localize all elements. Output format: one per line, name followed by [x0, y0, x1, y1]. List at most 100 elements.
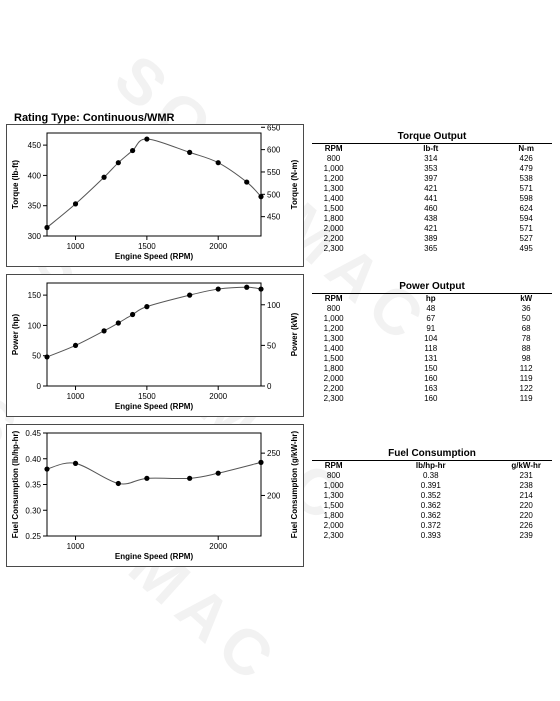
table-cell: 1,000: [323, 481, 344, 490]
table-cell: 1,200: [323, 174, 344, 183]
table-cell: 1,400: [323, 194, 344, 203]
y-right-tick-label: 50: [267, 341, 276, 350]
data-point: [215, 470, 221, 476]
table-cell: 2,300: [323, 394, 344, 403]
y-right-tick-label: 600: [267, 146, 281, 155]
fuel-chart-panel: 1000 2000 0.25 0.30 0.35 0.40 0.45 200 250 Engine…: [6, 424, 304, 567]
table-cell: 78: [521, 334, 531, 343]
table-cell: 0.362: [420, 501, 441, 510]
y-right-tick-label: 650: [267, 125, 281, 132]
table-row: 2,000 160 119: [312, 374, 552, 384]
table-cell: 150: [424, 364, 438, 373]
x-tick-label: 1500: [138, 242, 156, 251]
y-left-tick-label: 50: [32, 352, 41, 361]
table-cell: 122: [519, 384, 533, 393]
table-cell: 226: [519, 521, 533, 530]
data-point: [72, 460, 79, 466]
x-tick-label: 1000: [67, 242, 85, 251]
x-tick-label: 1500: [138, 392, 156, 401]
x-tick-label: 1000: [67, 392, 85, 401]
table-cell: 800: [326, 471, 341, 480]
torque-chart: 1000 1500 2000 300 350 400 450 450 500 550 600 650 E…: [11, 125, 299, 261]
table-row: 1,200 91 68: [312, 324, 552, 334]
y-left-tick-label: 0.25: [25, 532, 41, 541]
table-cell: 88: [521, 344, 531, 353]
column-header: N-m: [518, 144, 534, 153]
x-tick-label: 2000: [209, 392, 227, 401]
data-point: [144, 136, 150, 142]
series-line: [46, 138, 262, 228]
table-cell: 160: [424, 374, 438, 383]
table-cell: 1,000: [323, 314, 344, 323]
table-cell: 571: [519, 224, 533, 233]
table-row: 2,300 0.393 239: [312, 531, 552, 541]
table-row: 1,500 460 624: [312, 204, 552, 214]
y-right-tick-label: 200: [267, 491, 281, 500]
y-right-tick-label: 500: [267, 190, 281, 199]
x-tick-label: 1000: [67, 542, 85, 551]
x-tick-label: 2000: [209, 542, 227, 551]
table-row: 1,000 353 479: [312, 164, 552, 174]
table-cell: 800: [326, 154, 341, 163]
table-cell: 1,800: [323, 364, 344, 373]
y-right-tick-label: 0: [267, 382, 272, 391]
y-right-axis-label: Torque (N-m): [290, 159, 299, 209]
column-header: RPM: [324, 294, 343, 303]
table-row: 1,000 0.391 238: [312, 481, 552, 491]
table-cell: 1,200: [323, 324, 344, 333]
table-row: 1,500 131 98: [312, 354, 552, 364]
y-left-tick-label: 0.40: [25, 455, 41, 464]
table-cell: 421: [424, 224, 438, 233]
data-point: [115, 320, 121, 326]
data-point: [258, 194, 264, 200]
torque-output-table: Torque Output RPM lb-ft N-m 800 314 426 1,0…: [312, 131, 552, 254]
table-row: 800 0.38 231: [312, 471, 552, 481]
y-right-axis-label: Fuel Consumption (g/kW-hr): [290, 430, 299, 538]
data-point: [130, 311, 136, 318]
table-cell: 131: [424, 354, 438, 363]
y-left-tick-label: 0.45: [25, 429, 41, 438]
table-cell: 594: [519, 214, 533, 223]
table-cell: 1,300: [323, 491, 344, 500]
y-left-tick-label: 450: [28, 141, 42, 150]
table-cell: 67: [426, 314, 436, 323]
table-cell: 365: [424, 244, 438, 253]
table-cell: 1,400: [323, 344, 344, 353]
table-cell: 460: [424, 204, 438, 213]
table-cell: 118: [424, 344, 438, 353]
table-row: 2,000 421 571: [312, 224, 552, 234]
table-cell: 2,300: [323, 244, 344, 253]
table-cell: 239: [519, 531, 533, 540]
table-row: 1,200 397 538: [312, 174, 552, 184]
table-row: 1,800 438 594: [312, 214, 552, 224]
table-row: 1,400 441 598: [312, 194, 552, 204]
table-cell: 48: [426, 304, 436, 313]
data-point: [115, 160, 121, 166]
table-row: 1,300 104 78: [312, 334, 552, 344]
table-cell: 495: [519, 244, 533, 253]
column-header: lb-ft: [423, 144, 439, 153]
table-cell: 538: [519, 174, 533, 183]
table-cell: 238: [519, 481, 533, 490]
table-cell: 2,200: [323, 384, 344, 393]
y-left-tick-label: 0: [37, 382, 42, 391]
data-point: [101, 328, 107, 334]
table-cell: 91: [426, 324, 436, 333]
data-point: [244, 179, 250, 185]
plot-area: [46, 282, 262, 387]
y-left-tick-label: 0.30: [25, 506, 41, 515]
table-cell: 119: [519, 394, 533, 403]
data-point: [215, 160, 221, 166]
fuel-consumption-table: Fuel Consumption RPM lb/hp-hr g/kW-hr 80…: [312, 448, 552, 541]
table-cell: 389: [424, 234, 438, 243]
table-cell: 0.362: [420, 511, 441, 520]
y-left-tick-label: 300: [28, 232, 42, 241]
column-header: hp: [425, 294, 436, 303]
table-row: 2,000 0.372 226: [312, 521, 552, 531]
table-cell: 1,800: [323, 511, 344, 520]
data-point: [115, 480, 121, 487]
fuel-chart: 1000 2000 0.25 0.30 0.35 0.40 0.45 200 250 Engine…: [11, 429, 299, 561]
table-cell: 214: [519, 491, 533, 500]
table-cell: 426: [519, 154, 533, 163]
data-point: [72, 342, 79, 349]
